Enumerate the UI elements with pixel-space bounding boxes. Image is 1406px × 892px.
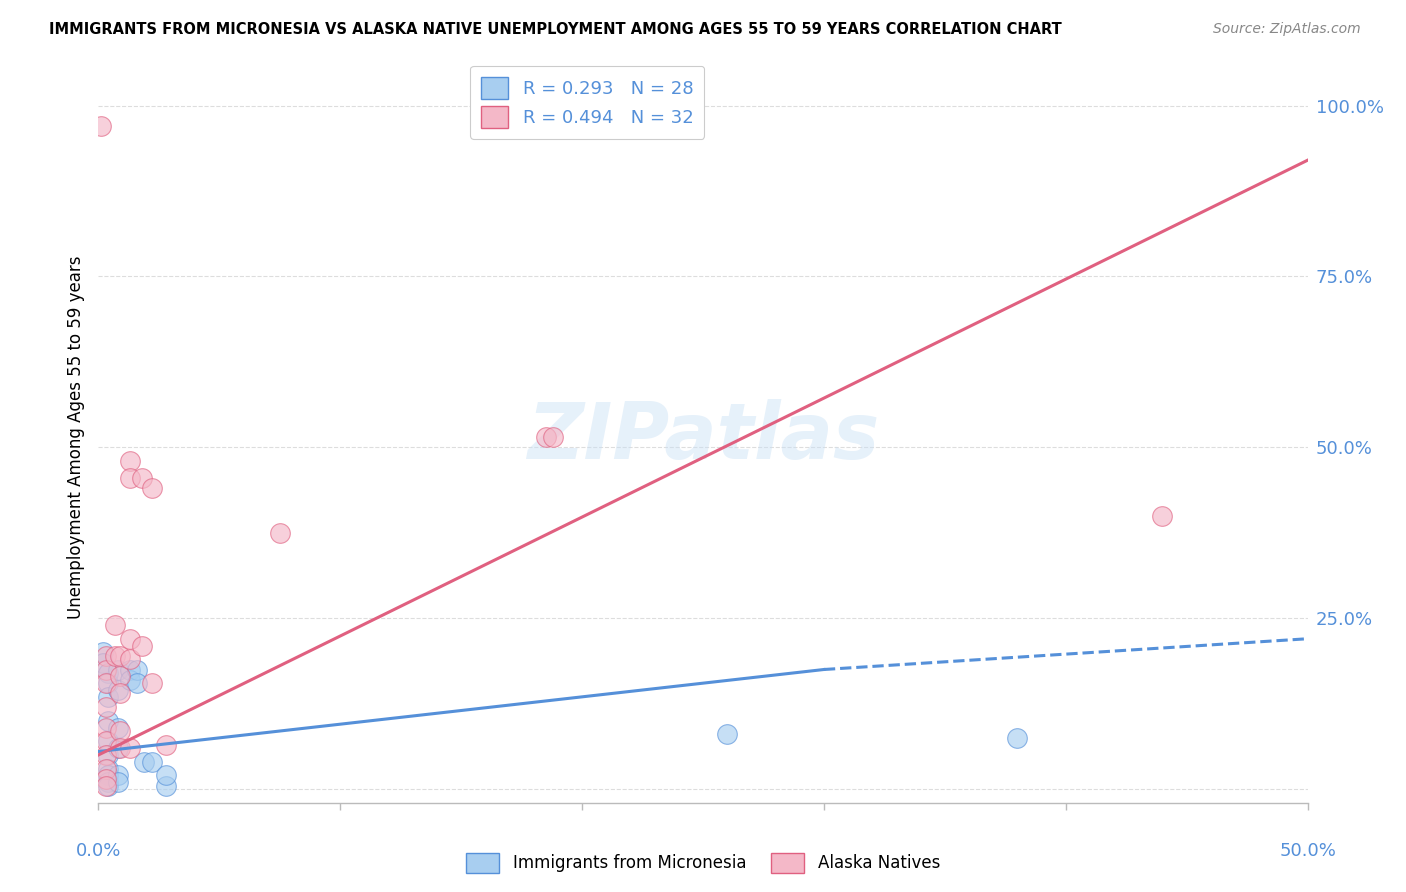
Point <box>541 430 564 444</box>
Point <box>91 645 114 659</box>
Point <box>141 481 163 495</box>
Point <box>155 768 177 782</box>
Point <box>97 734 120 748</box>
Point <box>97 665 120 680</box>
Point <box>107 721 129 735</box>
Point <box>94 747 117 762</box>
Point <box>94 772 117 786</box>
Text: 0.0%: 0.0% <box>76 842 121 860</box>
Point <box>97 747 120 762</box>
Point <box>118 454 141 468</box>
Point <box>118 663 141 677</box>
Point <box>127 663 149 677</box>
Point <box>104 618 127 632</box>
Point <box>118 741 141 756</box>
Point <box>97 775 120 789</box>
Legend: R = 0.293   N = 28, R = 0.494   N = 32: R = 0.293 N = 28, R = 0.494 N = 32 <box>470 66 704 138</box>
Point <box>107 768 129 782</box>
Point <box>534 430 557 444</box>
Point <box>269 525 291 540</box>
Point <box>94 700 117 714</box>
Point <box>91 656 114 670</box>
Point <box>90 119 112 133</box>
Point <box>108 669 131 683</box>
Point <box>141 676 163 690</box>
Point <box>97 690 120 704</box>
Point <box>131 471 153 485</box>
Point <box>94 721 117 735</box>
Point <box>108 686 131 700</box>
Point <box>107 663 129 677</box>
Point <box>716 727 738 741</box>
Point <box>107 775 129 789</box>
Text: ZIPatlas: ZIPatlas <box>527 399 879 475</box>
Point <box>94 779 117 793</box>
Point <box>118 471 141 485</box>
Point <box>108 724 131 739</box>
Point <box>118 632 141 646</box>
Point <box>97 779 120 793</box>
Point <box>131 639 153 653</box>
Point <box>107 683 129 698</box>
Point <box>155 779 177 793</box>
Point <box>97 768 120 782</box>
Point <box>118 652 141 666</box>
Point <box>1007 731 1029 745</box>
Point <box>94 663 117 677</box>
Point <box>127 676 149 690</box>
Point <box>108 648 131 663</box>
Text: Source: ZipAtlas.com: Source: ZipAtlas.com <box>1213 22 1361 37</box>
Point <box>97 762 120 776</box>
Point <box>108 741 131 756</box>
Point <box>141 755 163 769</box>
Text: 50.0%: 50.0% <box>1279 842 1336 860</box>
Point <box>94 734 117 748</box>
Point <box>118 673 141 687</box>
Point <box>94 676 117 690</box>
Point <box>97 676 120 690</box>
Legend: Immigrants from Micronesia, Alaska Natives: Immigrants from Micronesia, Alaska Nativ… <box>460 847 946 880</box>
Point <box>1152 508 1174 523</box>
Point <box>104 648 127 663</box>
Point <box>97 714 120 728</box>
Text: IMMIGRANTS FROM MICRONESIA VS ALASKA NATIVE UNEMPLOYMENT AMONG AGES 55 TO 59 YEA: IMMIGRANTS FROM MICRONESIA VS ALASKA NAT… <box>49 22 1062 37</box>
Point <box>107 741 129 756</box>
Point <box>155 738 177 752</box>
Point <box>134 755 156 769</box>
Point <box>94 648 117 663</box>
Y-axis label: Unemployment Among Ages 55 to 59 years: Unemployment Among Ages 55 to 59 years <box>66 255 84 619</box>
Point <box>94 762 117 776</box>
